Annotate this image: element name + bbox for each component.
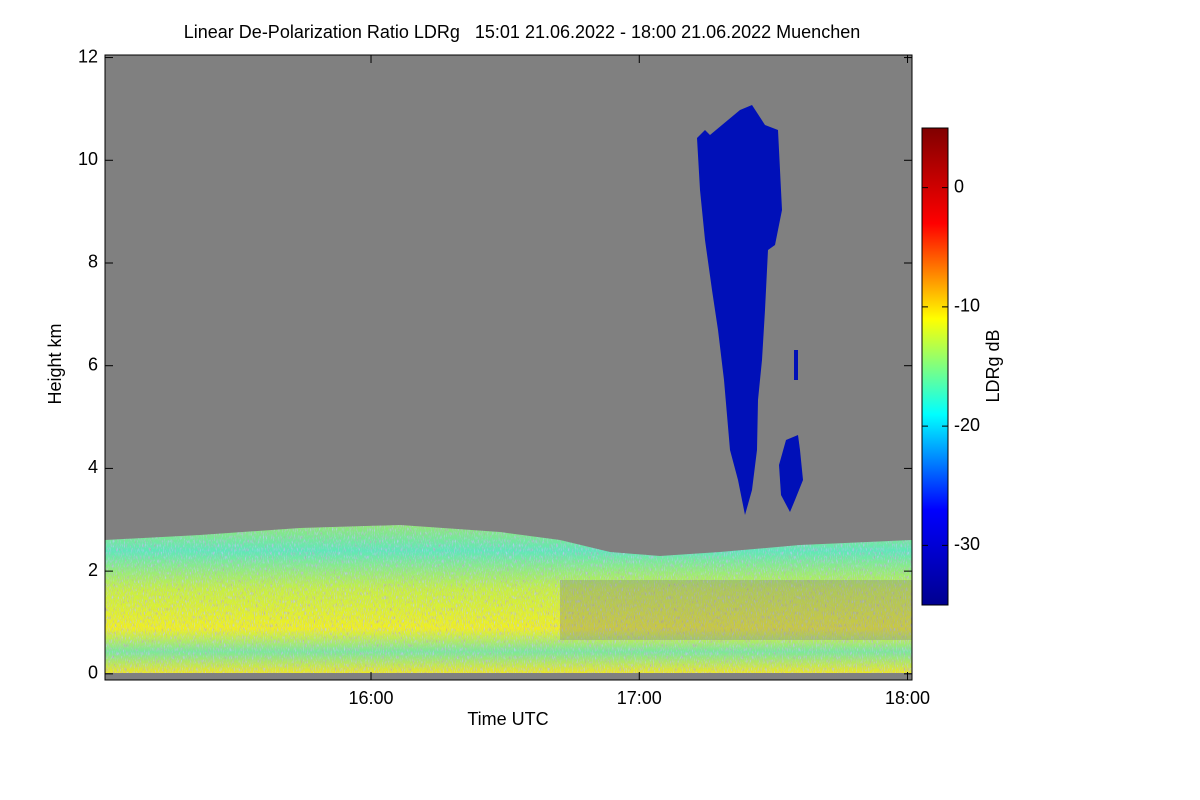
chart-title: Linear De-Polarization Ratio LDRg 15:01 … (184, 22, 860, 42)
cloud (779, 435, 803, 512)
aerosol-layer (105, 525, 912, 673)
y-tick-label: 12 (78, 46, 98, 66)
y-axis-label: Height km (45, 323, 65, 404)
colorbar-tick-label: -30 (954, 534, 980, 554)
colorbar-tick-label: -20 (954, 415, 980, 435)
colorbar-tick-label: -10 (954, 296, 980, 316)
colorbar-label: LDRg dB (983, 329, 1003, 402)
cloud (697, 105, 782, 515)
x-tick-label: 16:00 (348, 688, 393, 708)
y-tick-label: 10 (78, 149, 98, 169)
y-tick-label: 2 (88, 560, 98, 580)
x-tick-label: 18:00 (885, 688, 930, 708)
y-tick-label: 4 (88, 457, 98, 477)
cloud (794, 350, 798, 380)
plot-frame (104, 54, 913, 681)
y-tick-label: 0 (88, 663, 98, 683)
colorbar-tick-label: 0 (954, 176, 964, 196)
colorbar (921, 127, 949, 606)
x-tick-label: 17:00 (617, 688, 662, 708)
y-tick-label: 8 (88, 252, 98, 272)
x-axis-label: Time UTC (467, 709, 548, 729)
y-tick-label: 6 (88, 354, 98, 374)
